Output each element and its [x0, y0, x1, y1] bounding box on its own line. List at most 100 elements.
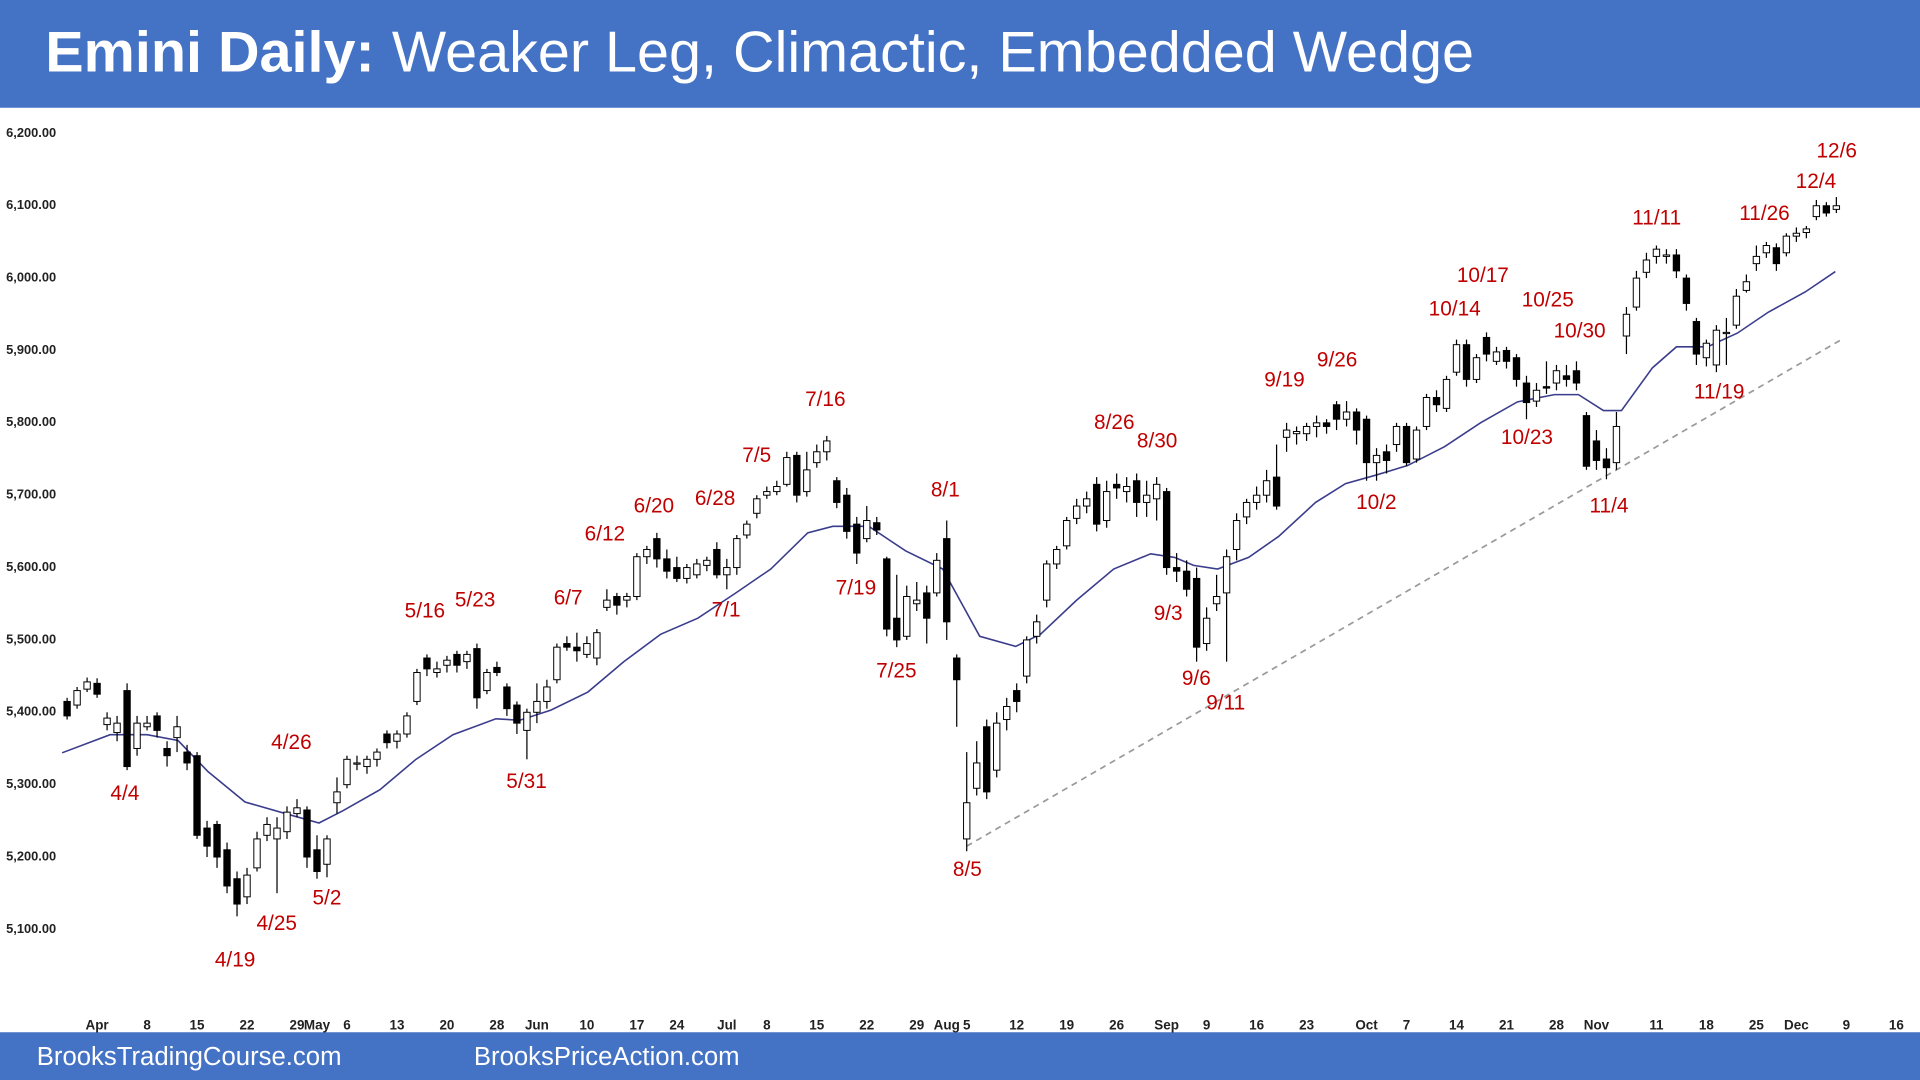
candle-body [1632, 277, 1641, 308]
x-tick-label: 16 [1889, 1018, 1904, 1033]
x-tick-label: 15 [809, 1018, 824, 1033]
candle-body [903, 596, 911, 637]
x-tick-label: 5 [963, 1018, 971, 1033]
candle-body [613, 596, 621, 606]
candle-body [1092, 483, 1101, 525]
y-tick-label: 6,200.00 [6, 125, 56, 140]
date-annotation: 9/11 [1206, 692, 1245, 715]
candle-body [1482, 336, 1491, 355]
x-tick-label: 9 [1203, 1018, 1210, 1033]
x-tick-label: 14 [1449, 1018, 1464, 1033]
candle-body [1302, 425, 1311, 435]
candle-body [1432, 397, 1441, 406]
x-tick-label: 17 [629, 1018, 644, 1033]
x-tick-label: Dec [1784, 1018, 1809, 1033]
candle-body [243, 874, 251, 898]
candle-body [1662, 254, 1671, 257]
candle-body [953, 657, 961, 681]
candle-body [453, 653, 461, 666]
x-tick-label: Sep [1154, 1018, 1179, 1033]
candle-body [1492, 351, 1501, 362]
candle-body [1722, 331, 1731, 335]
candle-body [233, 878, 241, 905]
candle-body [1023, 639, 1031, 677]
date-annotation: 7/16 [805, 388, 845, 411]
candle-body [1702, 342, 1711, 359]
date-annotation: 4/26 [271, 731, 311, 754]
candle-body [913, 599, 921, 605]
date-annotation: 6/20 [634, 494, 674, 517]
candle-body [803, 469, 811, 493]
candle-body [753, 498, 761, 514]
date-annotation: 7/5 [742, 444, 771, 467]
candle-body [1192, 577, 1201, 648]
candle-body [313, 849, 321, 872]
candle-body [1082, 498, 1091, 507]
candle-body [1053, 548, 1061, 565]
candle-body [393, 733, 401, 742]
x-tick-label: 8 [763, 1018, 771, 1033]
candle-body [723, 567, 731, 576]
candle-body [1622, 313, 1631, 337]
date-annotation: 8/30 [1137, 430, 1177, 453]
title-lead: Emini Daily: [45, 21, 374, 85]
candle-body [1832, 205, 1841, 210]
candle-body [1132, 480, 1141, 503]
candle-body [1342, 411, 1351, 420]
candle-body [1212, 596, 1221, 605]
candle-body [1063, 520, 1071, 547]
x-tick-label: 15 [190, 1018, 205, 1033]
candle-body [593, 632, 601, 659]
candle-body [363, 758, 371, 768]
candle-body [1502, 349, 1511, 362]
x-tick-label: 23 [1299, 1018, 1314, 1033]
candle-body [333, 791, 341, 804]
candle-body [513, 704, 521, 724]
candle-body [563, 643, 571, 648]
x-tick-label: Apr [85, 1018, 109, 1033]
candle-body [1013, 690, 1021, 702]
candle-body [1152, 483, 1161, 500]
date-annotation: 11/4 [1590, 494, 1629, 517]
candle-body [1562, 375, 1571, 380]
x-tick-label: 21 [1499, 1018, 1514, 1033]
candle-body [653, 538, 661, 560]
x-tick-label: Jul [717, 1018, 736, 1033]
candle-body [83, 681, 91, 690]
x-tick-label: 8 [143, 1018, 151, 1033]
x-tick-label: 28 [1549, 1018, 1564, 1033]
date-annotation: 5/16 [405, 600, 445, 623]
date-annotation: 4/19 [215, 949, 255, 972]
candle-body [633, 556, 641, 597]
candle-body [643, 548, 651, 558]
y-tick-label: 5,800.00 [6, 414, 56, 429]
date-annotation: 8/5 [953, 858, 982, 881]
x-tick-label: Jun [525, 1018, 549, 1033]
candle-body [413, 672, 421, 702]
date-annotation: 4/25 [256, 912, 296, 935]
x-tick-label: 22 [240, 1018, 255, 1033]
candle-body [703, 559, 711, 566]
candle-body [1542, 386, 1551, 389]
candle-body [93, 682, 101, 695]
candle-body [1043, 563, 1051, 601]
date-annotation: 12/4 [1796, 170, 1836, 193]
candle-body [1682, 277, 1691, 304]
candle-body [693, 563, 701, 576]
candle-body [213, 823, 221, 858]
y-tick-label: 5,300.00 [6, 776, 56, 791]
candle-body [113, 722, 121, 734]
candle-body [183, 751, 191, 764]
candle-body [293, 807, 301, 815]
candle-body [433, 668, 441, 673]
candle-body [1782, 235, 1791, 254]
candle-body [1102, 491, 1111, 522]
candle-body [1532, 389, 1541, 402]
candle-body [873, 522, 881, 531]
candle-body [943, 538, 951, 623]
x-tick-label: 29 [909, 1018, 924, 1033]
candle-body [143, 722, 151, 728]
x-tick-label: 29 [290, 1018, 305, 1033]
candle-body [733, 538, 741, 569]
date-annotation: 7/19 [836, 576, 876, 599]
